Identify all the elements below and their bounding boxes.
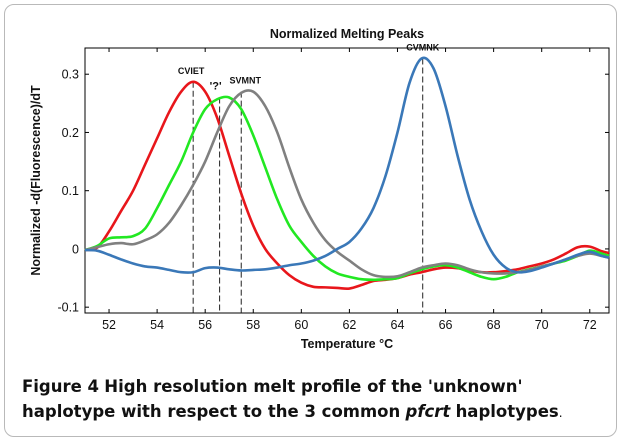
- x-tick-label: 60: [294, 318, 308, 332]
- y-tick-label: 0: [72, 242, 79, 256]
- y-axis-label: Normalized -d(Fluorescence)/dT: [29, 85, 43, 276]
- x-tick-label: 56: [198, 318, 212, 332]
- series-line-4: [84, 56, 610, 274]
- x-tick-label: 52: [102, 318, 116, 332]
- peak-label: CVMNK: [406, 42, 439, 52]
- x-tick-label: 66: [439, 318, 453, 332]
- chart-panel: Normalized Melting Peaks 52 54 56 58 60 62 64 66…: [16, 22, 611, 362]
- series-line-1: [84, 80, 610, 290]
- figure-caption: Figure 4 High resolution melt profile of…: [22, 374, 612, 426]
- y-tick-label: -0.1: [57, 301, 79, 315]
- y-tick-label: 0.1: [62, 184, 79, 198]
- caption-text-1: High resolution melt profile of the 'unk…: [22, 377, 523, 421]
- peak-label: CVIET: [178, 66, 205, 76]
- x-tick-label: 58: [246, 318, 260, 332]
- x-tick-label: 62: [342, 318, 356, 332]
- x-tick-label: 72: [583, 318, 597, 332]
- caption-text-2: haplotypes: [455, 402, 559, 421]
- x-tick-label: 54: [150, 318, 164, 332]
- melting-peaks-chart: Normalized Melting Peaks 52 54 56 58 60 62 64 66…: [29, 27, 610, 351]
- x-tick-label: 64: [391, 318, 405, 332]
- y-tick-label: 0.2: [62, 126, 79, 140]
- plot-area: [84, 47, 610, 314]
- y-tick-label: 0.3: [62, 68, 79, 82]
- peak-label: SVMNT: [229, 76, 261, 86]
- caption-label: Figure 4: [22, 377, 100, 396]
- x-tick-label: 70: [535, 318, 549, 332]
- chart-title: Normalized Melting Peaks: [270, 27, 424, 41]
- series-line-3: [84, 89, 610, 279]
- caption-italic: pfcrt: [405, 402, 451, 421]
- x-axis-label: Temperature °C: [301, 337, 393, 351]
- peak-label: '?': [210, 81, 222, 93]
- caption-end: .: [558, 406, 563, 420]
- x-tick-label: 68: [487, 318, 501, 332]
